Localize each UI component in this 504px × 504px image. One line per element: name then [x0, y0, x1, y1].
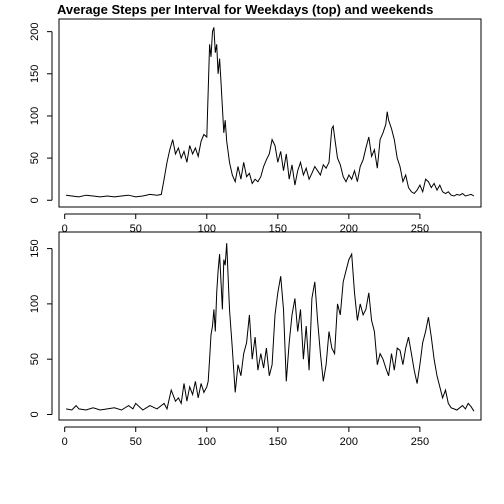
weekend-y-tick-label: 50	[29, 353, 41, 365]
weekday-x-tick-label: 250	[411, 223, 429, 235]
weekday-plot-frame	[58, 18, 482, 208]
weekend-x-axis: 0 50 100 150 200 250	[62, 426, 429, 448]
weekday-y-tick-label: 150	[29, 65, 41, 83]
weekday-y-tick-label: 100	[29, 107, 41, 125]
figure-title: Average Steps per Interval for Weekdays …	[57, 2, 433, 17]
weekend-x-tick-label: 50	[130, 436, 142, 448]
weekday-x-tick-label: 200	[340, 223, 358, 235]
weekend-panel: 0 50 100 150 200 250 0 50 100 150	[29, 231, 482, 448]
weekend-y-tick-label: 0	[29, 411, 41, 417]
weekday-x-tick-label: 100	[198, 223, 216, 235]
weekend-steps-line	[66, 243, 475, 412]
weekend-x-tick-label: 0	[62, 436, 68, 448]
weekend-x-tick-label: 200	[340, 436, 358, 448]
weekday-panel: 0 50 100 150 200 250 0 50 100 150 200	[29, 18, 482, 235]
weekend-plot-frame	[58, 231, 482, 421]
weekend-x-tick-label: 250	[411, 436, 429, 448]
weekday-x-tick-label: 50	[130, 223, 142, 235]
weekday-x-tick-label: 150	[269, 223, 287, 235]
weekend-x-tick-label: 150	[269, 436, 287, 448]
weekday-y-tick-label: 0	[29, 197, 41, 203]
weekday-y-tick-label: 200	[29, 22, 41, 40]
weekend-x-tick-label: 100	[198, 436, 216, 448]
weekday-y-axis: 0 50 100 150 200	[29, 22, 53, 203]
weekend-y-tick-label: 100	[29, 295, 41, 313]
weekend-y-tick-label: 150	[29, 239, 41, 257]
weekday-steps-line	[66, 27, 475, 198]
weekday-x-tick-label: 0	[62, 223, 68, 235]
weekday-y-tick-label: 50	[29, 152, 41, 164]
weekend-y-axis: 0 50 100 150	[29, 239, 53, 418]
